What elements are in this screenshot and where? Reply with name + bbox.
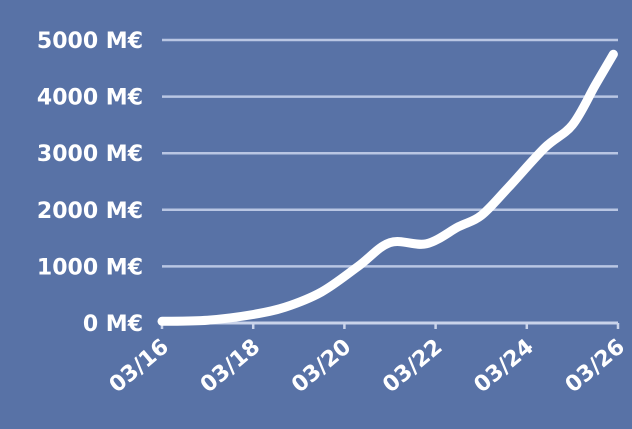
y-tick-label: 1000 M€ bbox=[37, 255, 143, 280]
y-tick-label: 0 M€ bbox=[83, 312, 143, 337]
y-tick-label: 3000 M€ bbox=[37, 142, 143, 167]
x-tick-label: 03/24 bbox=[470, 334, 539, 398]
x-tick-label: 03/16 bbox=[105, 334, 174, 398]
x-tick-label: 03/22 bbox=[378, 334, 447, 398]
series-layer bbox=[157, 49, 618, 326]
y-tick-label: 5000 M€ bbox=[37, 29, 143, 54]
x-tick-label: 03/26 bbox=[561, 334, 630, 398]
x-tick-label: 03/18 bbox=[196, 334, 265, 398]
grid-layer bbox=[162, 38, 618, 325]
y-tick-label: 2000 M€ bbox=[37, 199, 143, 224]
x-tick-label: 03/20 bbox=[287, 334, 356, 398]
y-tick-label: 4000 M€ bbox=[37, 86, 143, 111]
x-axis-ticks: 03/16 03/18 03/20 03/22 03/24 03/26 bbox=[105, 323, 630, 398]
series-line bbox=[157, 49, 618, 326]
y-axis-ticks: 0 M€ 1000 M€ 2000 M€ 3000 M€ 4000 M€ 5000 M€ bbox=[37, 29, 143, 337]
